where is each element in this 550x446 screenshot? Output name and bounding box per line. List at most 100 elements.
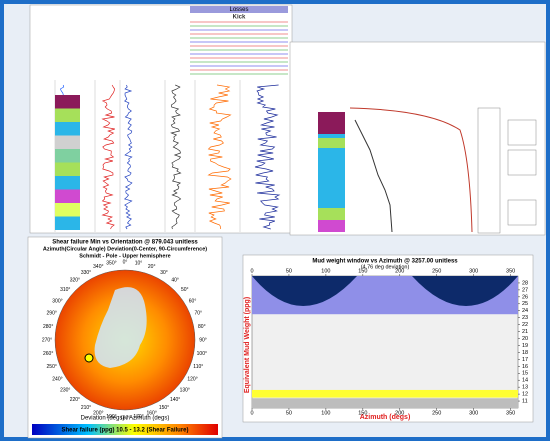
x-axis-label: Azimuth (degs) (360, 414, 411, 421)
x-tick-label: 150 (358, 410, 367, 416)
log-panel: Losses Kick (29, 4, 293, 234)
colorbar-label: Shear failure (ppg) 10.5 - 13.2 (Shear F… (61, 428, 188, 434)
lithology-layer (55, 162, 80, 176)
azimuth-label: 230° (60, 387, 70, 393)
azimuth-label: 60° (189, 298, 197, 304)
y-tick-label: 24 (522, 308, 528, 314)
lithology-layer (55, 203, 80, 217)
x-tick-label: 200 (395, 410, 404, 416)
azimuth-label: 220° (70, 397, 80, 403)
azimuth-label: 280° (43, 324, 53, 330)
stereonet-contour (94, 287, 147, 368)
azimuth-label: 200° (93, 411, 103, 417)
x-tick-label: 100 (321, 268, 330, 274)
azimuth-label: 50° (181, 287, 189, 293)
y-tick-label: 15 (522, 371, 528, 377)
y-tick-label: 17 (522, 357, 528, 363)
well-schematic (477, 107, 501, 234)
azimuth-label: 270° (42, 337, 52, 343)
info-box (507, 199, 537, 226)
azimuth-label: 190° (106, 414, 116, 420)
trajectory-panel (289, 41, 546, 236)
azimuth-label: 120° (187, 376, 197, 382)
azimuth-label: 310° (60, 287, 70, 293)
stereonet-title: Shear failure Min vs Orientation @ 879.0… (52, 240, 198, 246)
stereonet-panel: Shear failure Min vs Orientation @ 879.0… (27, 236, 223, 439)
y-tick-label: 21 (522, 329, 528, 335)
stereonet-point (84, 353, 94, 363)
info-box (507, 149, 537, 176)
azimuth-label: 210° (81, 405, 91, 411)
y-tick-label: 27 (522, 287, 528, 293)
layer (318, 208, 345, 220)
y-tick-label: 20 (522, 336, 528, 342)
chart-subtitle: (4.76 deg deviation) (361, 264, 410, 270)
losses-header (190, 6, 288, 13)
lithology-layer (55, 189, 80, 203)
y-tick-label: 13 (522, 385, 528, 391)
azimuth-label: 30° (160, 270, 168, 276)
y-tick-label: 23 (522, 315, 528, 321)
azimuth-label: 140° (170, 397, 180, 403)
trajectory-curve (349, 107, 473, 233)
band (252, 389, 518, 398)
y-tick-label: 26 (522, 294, 528, 300)
kick-label: Kick (233, 15, 246, 21)
azimuth-label: 170° (133, 414, 143, 420)
losses-label: Losses (229, 7, 248, 13)
azimuth-label: 350° (106, 261, 116, 267)
log-curve (170, 84, 182, 230)
azimuth-label: 0° (123, 259, 128, 265)
x-tick-label: 350 (506, 410, 515, 416)
stereonet-subtitle: Azimuth(Circular Angle) Deviation(0-Cent… (43, 246, 207, 252)
azimuth-label: 340° (93, 264, 103, 270)
log-curve (123, 84, 133, 230)
azimuth-label: 20° (148, 264, 156, 270)
x-tick-label: 350 (506, 268, 515, 274)
azimuth-label: 110° (193, 364, 203, 370)
x-tick-label: 0 (250, 268, 253, 274)
lithology-layer (55, 95, 80, 109)
azimuth-label: 160° (147, 411, 157, 417)
lithology-layer (55, 176, 80, 190)
azimuth-label: 300° (52, 298, 62, 304)
azimuth-label: 10° (135, 261, 143, 267)
chart-title: Mud weight window vs Azimuth @ 3257.00 u… (312, 259, 458, 265)
lithology-layer (55, 108, 80, 122)
layer (318, 138, 345, 148)
log-curve (207, 84, 232, 230)
azimuth-label: 320° (70, 278, 80, 284)
depth-curve (354, 119, 393, 233)
colorbar (32, 424, 218, 435)
azimuth-label: 40° (171, 278, 179, 284)
layer (318, 220, 345, 232)
stereonet-axis-label: Deviation (degs) / Azimuth (degs) (81, 416, 170, 422)
azimuth-label: 180° (120, 415, 130, 421)
log-curve (254, 84, 281, 230)
lithology-layer (55, 216, 80, 230)
y-tick-label: 14 (522, 378, 528, 384)
x-tick-label: 0 (250, 410, 253, 416)
azimuth-label: 100° (197, 351, 207, 357)
azimuth-label: 90° (199, 337, 207, 343)
x-tick-label: 250 (432, 268, 441, 274)
x-tick-label: 200 (395, 268, 404, 274)
x-tick-label: 100 (321, 410, 330, 416)
log-curve (101, 84, 116, 230)
azimuth-label: 260° (43, 351, 53, 357)
y-tick-label: 22 (522, 322, 528, 328)
y-tick-label: 25 (522, 301, 528, 307)
azimuth-label: 130° (180, 387, 190, 393)
azimuth-label: 70° (195, 311, 203, 317)
y-axis-label: Equivalent Mud Weight (ppg) (244, 297, 251, 393)
x-tick-label: 50 (286, 410, 292, 416)
layer (318, 112, 345, 134)
x-tick-label: 50 (286, 268, 292, 274)
y-tick-label: 12 (522, 392, 528, 398)
azimuth-label: 80° (198, 324, 206, 330)
x-tick-label: 250 (432, 410, 441, 416)
y-tick-label: 18 (522, 350, 528, 356)
lithology-layer (55, 149, 80, 163)
